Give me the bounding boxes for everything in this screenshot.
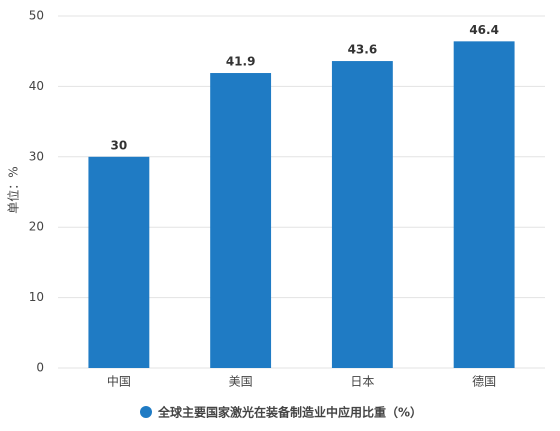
y-tick-label: 0 [36,361,44,375]
x-tick-label: 德国 [472,374,496,389]
data-label: 43.6 [348,43,378,57]
data-label: 46.4 [469,23,499,37]
x-tick-label: 中国 [107,374,131,389]
data-label: 41.9 [226,55,256,69]
bar [331,61,393,368]
bar [88,156,150,368]
bar [210,73,272,369]
bar [453,41,515,369]
y-tick-label: 50 [29,9,44,23]
legend-label: 全球主要国家激光在装备制造业中应用比重（%） [157,405,422,420]
y-axis-label: 单位：% [6,166,21,213]
x-tick-label: 美国 [229,375,253,389]
data-label: 30 [111,138,128,152]
y-tick-label: 20 [29,220,44,234]
legend-marker [140,406,152,418]
y-tick-label: 10 [29,290,44,304]
y-tick-label: 40 [29,79,44,93]
x-tick-label: 日本 [350,375,374,389]
y-tick-label: 30 [29,149,44,163]
